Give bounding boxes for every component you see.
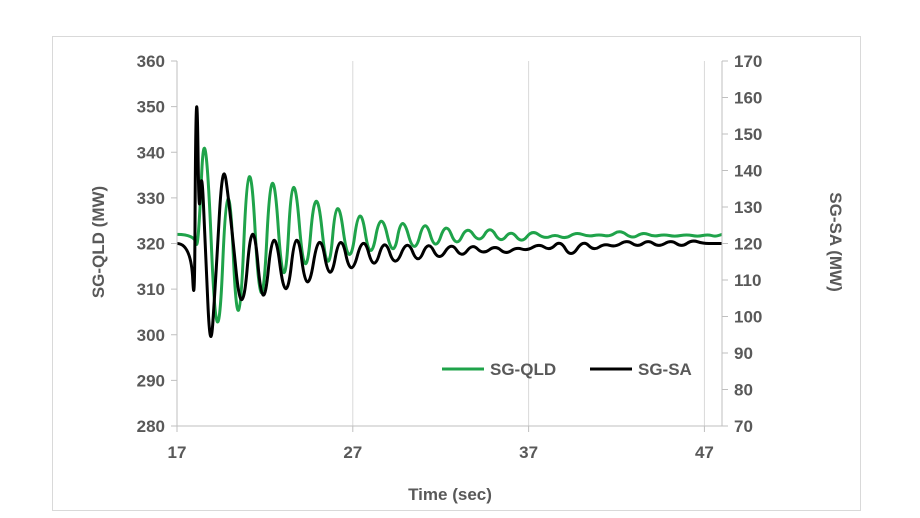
y-left-axis-title: SG-QLD (MW)	[89, 186, 108, 298]
y-right-tick-label: 140	[734, 162, 762, 181]
y-left-tick-label: 300	[137, 326, 165, 345]
y-right-tick-label: 100	[734, 308, 762, 327]
x-tick-label: 17	[168, 443, 187, 462]
x-tick-label: 37	[519, 443, 538, 462]
y-right-tick-label: 150	[734, 125, 762, 144]
x-axis-title: Time (sec)	[408, 485, 492, 504]
y-left-tick-label: 340	[137, 143, 165, 162]
y-left-tick-label: 290	[137, 371, 165, 390]
y-right-tick-label: 130	[734, 198, 762, 217]
y-right-tick-label: 170	[734, 52, 762, 71]
y-right-axis-title: SG-SA (MW)	[826, 192, 845, 291]
x-tick-label: 27	[343, 443, 362, 462]
y-right-tick-label: 120	[734, 235, 762, 254]
y-right-tick-label: 160	[734, 89, 762, 108]
y-left-tick-label: 360	[137, 52, 165, 71]
x-tick-label: 47	[695, 443, 714, 462]
y-left-tick-label: 280	[137, 417, 165, 436]
y-left-tick-label: 310	[137, 280, 165, 299]
legend: SG-QLD SG-SA	[442, 360, 692, 379]
legend-label-sg-sa: SG-SA	[638, 360, 692, 379]
chart-frame	[52, 36, 861, 511]
y-right-tick-label: 110	[734, 271, 761, 290]
y-left-tick-label: 350	[137, 98, 165, 117]
ticks-layer: 360 350 340 330 320 310 300 290 280 170 160 150 140 1…	[137, 52, 763, 462]
y-left-tick-label: 330	[137, 189, 165, 208]
series-line-sg-qld	[176, 146, 723, 324]
y-right-tick-label: 80	[734, 381, 753, 400]
series-layer	[176, 105, 723, 338]
y-left-tick-label: 320	[137, 235, 165, 254]
y-right-tick-label: 90	[734, 344, 753, 363]
legend-label-sg-qld: SG-QLD	[490, 360, 556, 379]
series-line-sg-sa	[176, 105, 722, 338]
y-right-tick-label: 70	[734, 417, 753, 436]
